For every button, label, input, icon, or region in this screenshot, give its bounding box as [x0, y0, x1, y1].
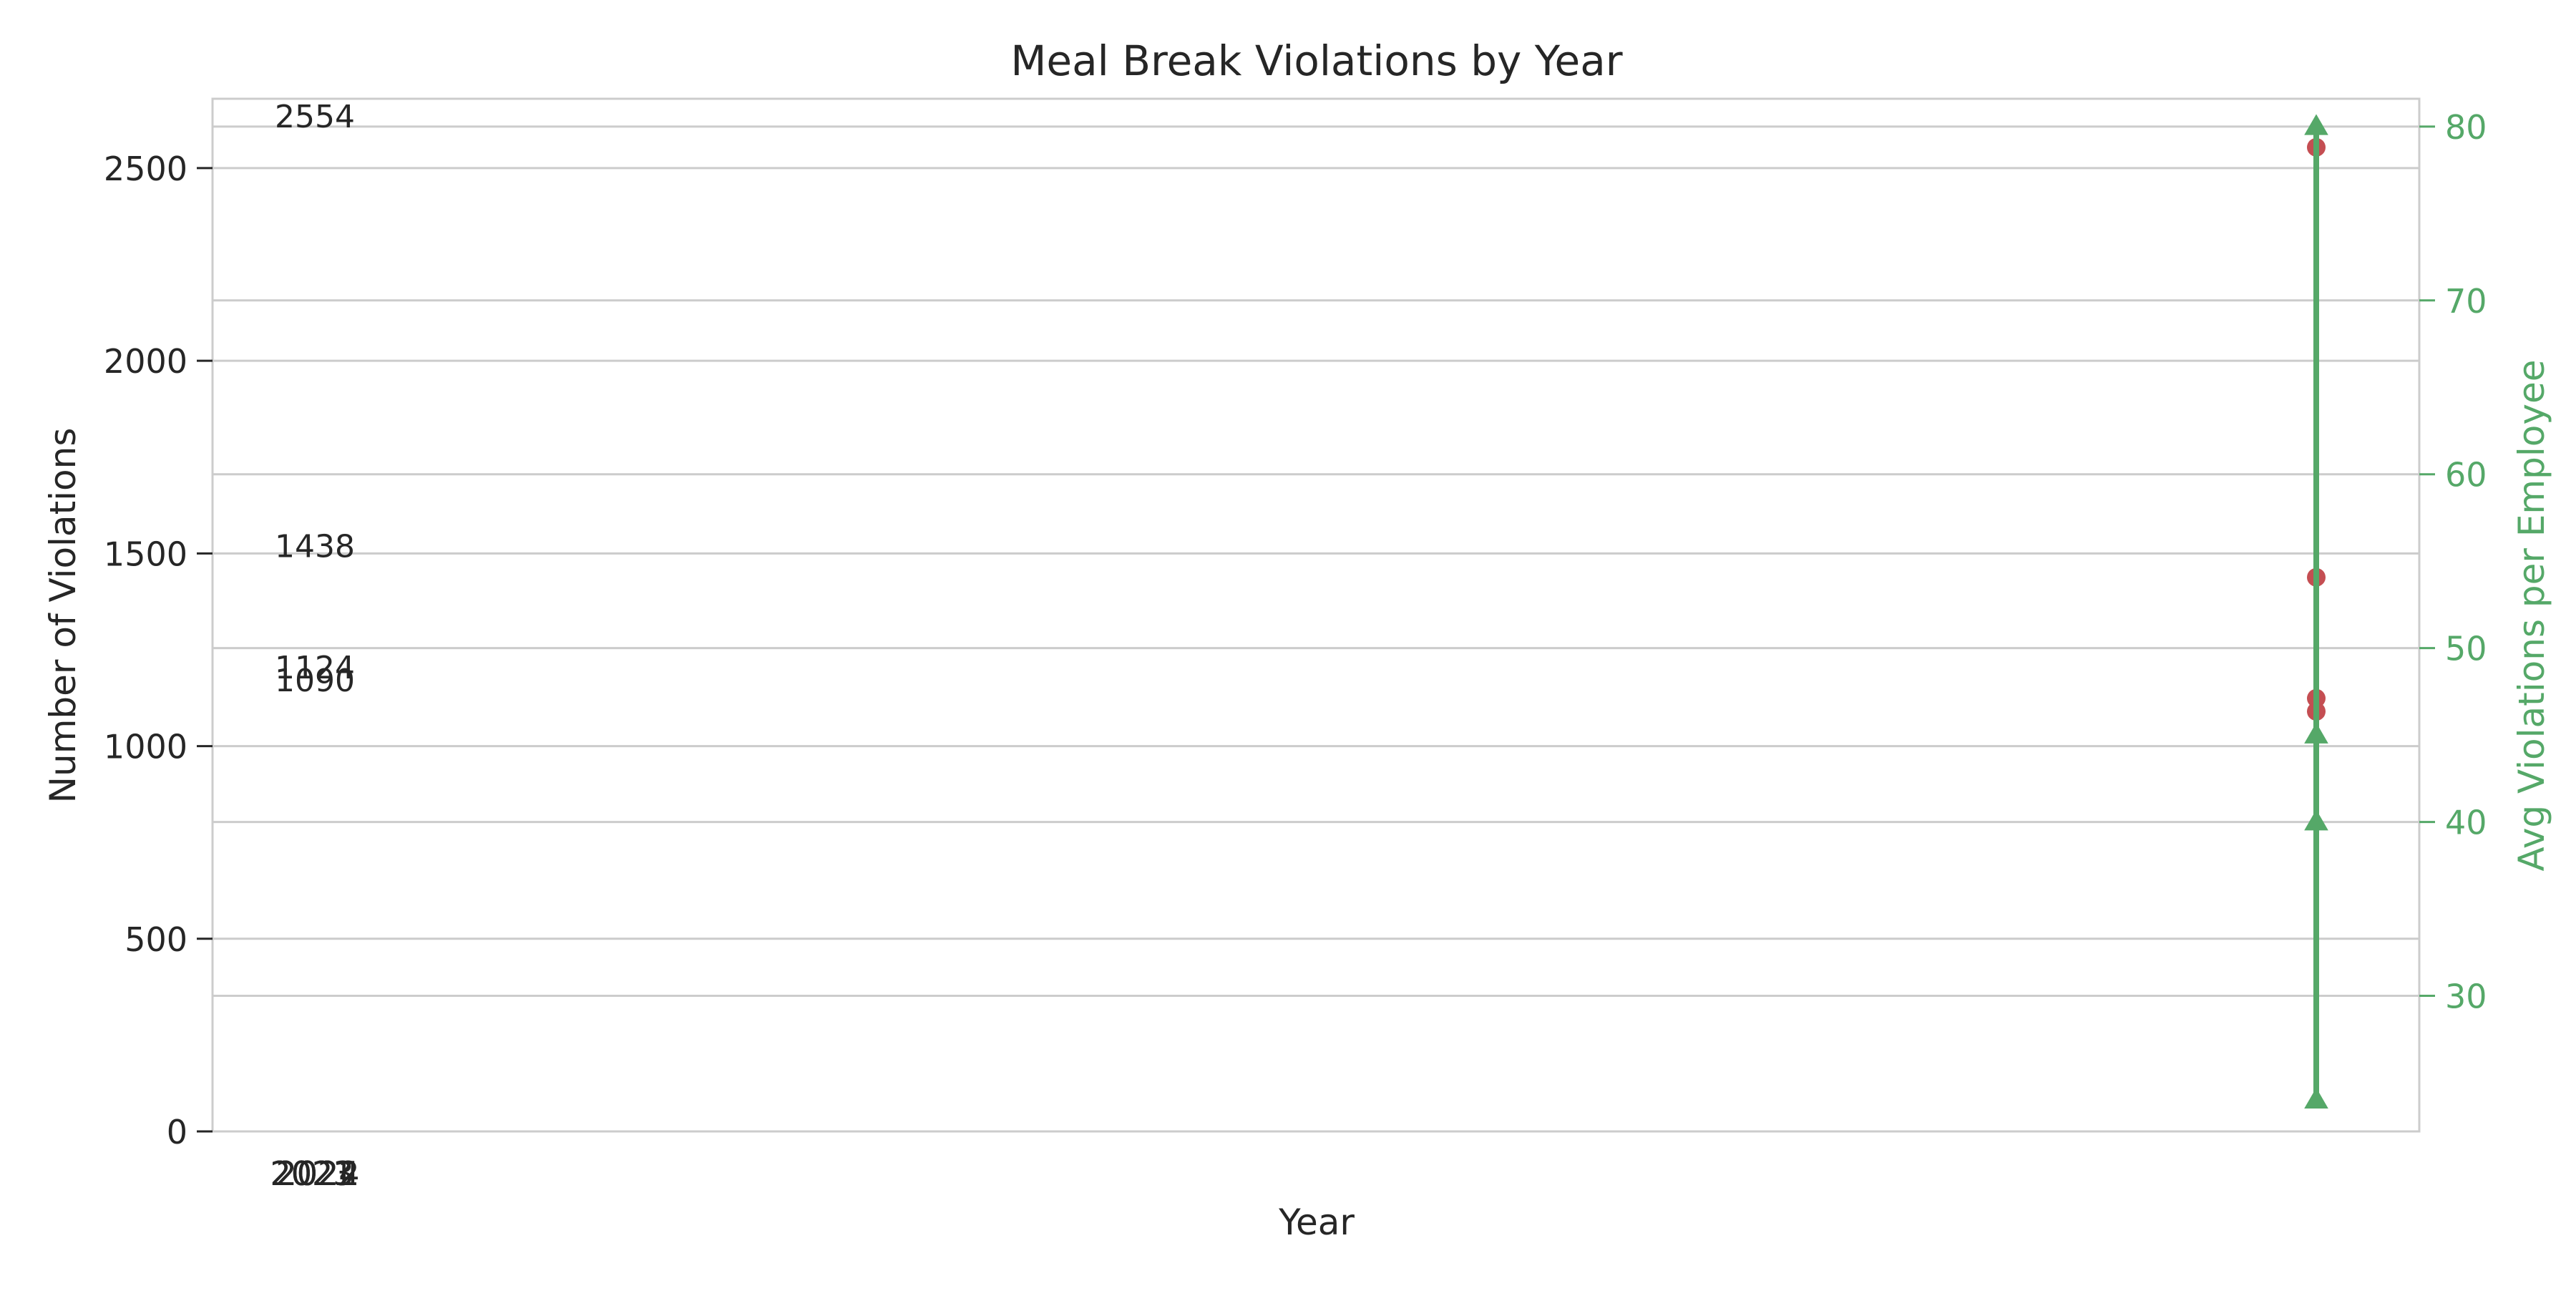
data-labels-layer: 1124 1438 2554 1090	[275, 99, 355, 699]
right-tick-label: 40	[2445, 804, 2487, 842]
x-tick-label: 2024	[275, 1154, 359, 1193]
series-point-avg	[2304, 1087, 2328, 1109]
data-label: 1090	[275, 663, 355, 699]
left-tick-label: 0	[167, 1113, 187, 1151]
series-point-avg	[2304, 114, 2328, 135]
right-tick-label: 50	[2445, 630, 2487, 668]
data-label: 1438	[275, 529, 355, 565]
right-tick-label: 80	[2445, 108, 2487, 147]
series-point-avg	[2304, 809, 2328, 831]
chart-title: Meal Break Violations by Year	[1010, 36, 1622, 85]
right-tick-label: 70	[2445, 282, 2487, 321]
x-tick-label: 2021	[270, 1154, 353, 1193]
data-label: 2554	[275, 99, 355, 135]
right-tick-label: 30	[2445, 978, 2487, 1016]
left-tick-label: 1000	[104, 728, 187, 766]
x-tick-label: 2023	[270, 1154, 353, 1193]
grid-layer	[213, 125, 2419, 1133]
left-tick-label: 500	[125, 920, 187, 959]
left-y-axis: 0 500 1000 1500 2000 2500	[104, 150, 213, 1151]
right-y-axis: 30 40 50 60 70 80	[2419, 108, 2487, 1016]
left-tick-label: 2000	[104, 342, 187, 381]
series-layer	[2304, 114, 2328, 1109]
right-tick-label: 60	[2445, 456, 2487, 495]
x-axis-label: Year	[1278, 1202, 1355, 1243]
series-point-avg	[2304, 722, 2328, 744]
data-label: 1124	[275, 650, 355, 686]
x-tick-label: 2022	[275, 1154, 359, 1193]
left-tick-label: 2500	[104, 150, 187, 188]
y-axis-label: Number of Violations	[42, 428, 84, 804]
left-tick-label: 1500	[104, 535, 187, 573]
y2-axis-label: Avg Violations per Employee	[2511, 360, 2552, 872]
plot-frame	[211, 97, 2421, 1133]
